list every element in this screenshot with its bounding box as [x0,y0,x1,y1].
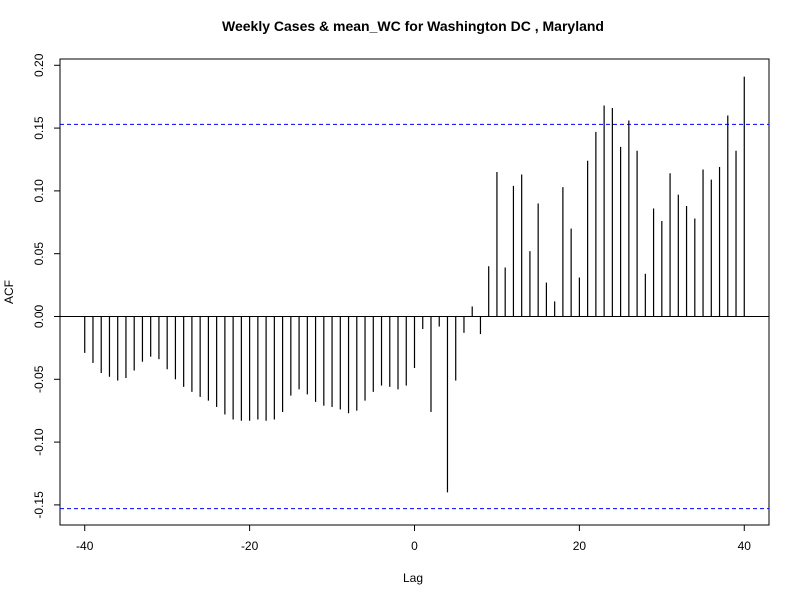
y-tick-label: 0.10 [32,179,46,203]
x-axis-label: Lag [403,571,423,585]
y-tick-label: 0.20 [32,53,46,77]
y-axis-label: ACF [2,280,16,304]
y-tick-label: 0.15 [32,116,46,140]
x-tick-label: 20 [573,539,587,553]
x-tick-label: -40 [76,539,94,553]
chart-title: Weekly Cases & mean_WC for Washington DC… [222,18,604,34]
y-tick-label: 0.00 [32,304,46,328]
y-tick-label: -0.05 [32,365,46,393]
confidence-lines [60,123,769,510]
y-tick-label: -0.15 [32,491,46,519]
x-tick-label: 40 [738,539,752,553]
x-tick-label: -20 [241,539,259,553]
y-tick-label: -0.10 [32,428,46,456]
y-axis: -0.15 -0.10 -0.05 0.00 0.05 0.10 0.15 0.20 [32,53,60,519]
y-tick-label: 0.05 [32,242,46,266]
plot-frame [59,58,770,526]
acf-bars [84,76,745,493]
x-axis: -40 -20 0 20 40 [76,525,751,553]
x-tick-label: 0 [411,539,418,553]
